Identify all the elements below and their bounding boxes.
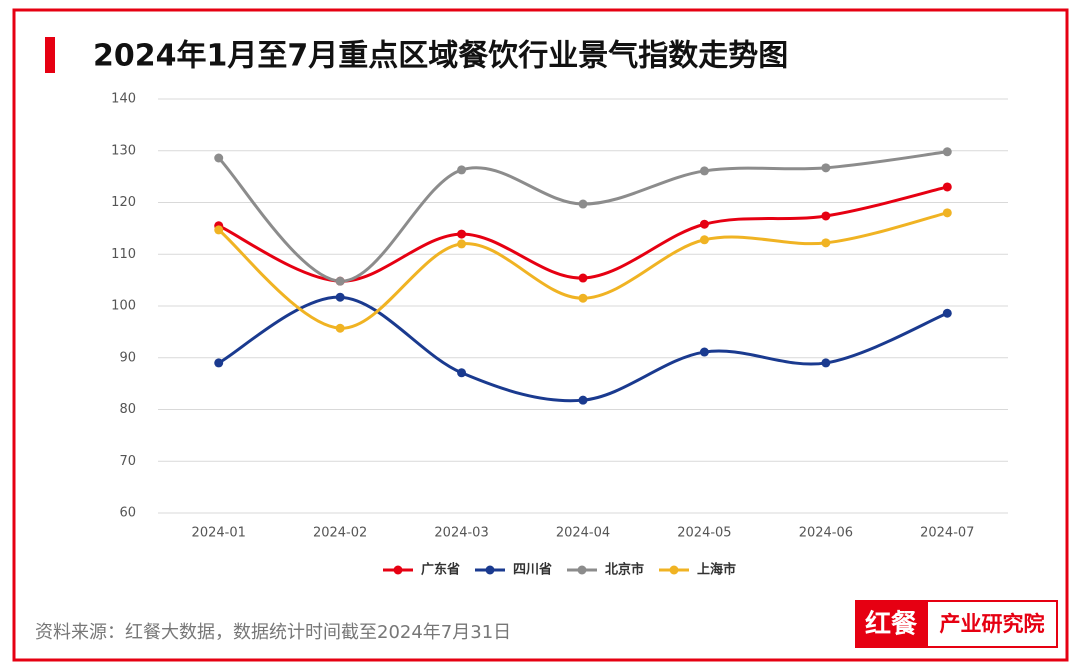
- point: [335, 276, 345, 286]
- point: [942, 182, 952, 192]
- y-tick-label: 90: [119, 350, 136, 365]
- logo-box: [926, 600, 1058, 648]
- legend-label: 北京市: [605, 562, 644, 578]
- point: [335, 292, 345, 302]
- point: [699, 347, 709, 357]
- x-tick-label: 2024-01: [192, 526, 246, 541]
- series-line: [217, 211, 948, 330]
- source: 资料来源：红餐大数据，数据统计时间截至2024年7月31日: [35, 622, 511, 643]
- point: [578, 293, 588, 303]
- point: [699, 235, 709, 245]
- point: [578, 273, 588, 283]
- legend-label: 广东省: [421, 562, 460, 578]
- frame: [12, 8, 1069, 662]
- point: [942, 147, 952, 157]
- x-tick-label: 2024-02: [313, 526, 367, 541]
- point: [942, 308, 952, 318]
- point: [335, 323, 345, 333]
- x-tick-label: 2024-07: [920, 526, 974, 541]
- legend-marker: [577, 565, 587, 575]
- point: [821, 163, 831, 173]
- point: [578, 199, 588, 209]
- series-line: [217, 295, 948, 403]
- logo-brand: 红餐: [865, 609, 918, 640]
- title-bar: [45, 37, 55, 73]
- point: [578, 395, 588, 405]
- point: [457, 165, 467, 175]
- point: [699, 166, 709, 176]
- legend-label: 上海市: [697, 562, 736, 578]
- point: [214, 225, 224, 235]
- point: [942, 208, 952, 218]
- x-tick-label: 2024-04: [556, 526, 610, 541]
- point: [821, 238, 831, 248]
- point: [214, 153, 224, 163]
- y-tick-label: 120: [111, 195, 136, 210]
- y-tick-label: 110: [111, 247, 136, 262]
- logo-unit: 产业研究院: [940, 612, 1045, 636]
- point: [457, 239, 467, 249]
- point: [821, 211, 831, 221]
- legend-marker: [485, 565, 495, 575]
- point: [457, 368, 467, 378]
- point: [699, 219, 709, 229]
- legend-label: 四川省: [513, 562, 552, 578]
- logo-box: [855, 600, 927, 648]
- x-tick-label: 2024-03: [434, 526, 488, 541]
- x-tick-label: 2024-06: [799, 526, 853, 541]
- chart-title: 2024年1月至7月重点区域餐饮行业景气指数走势图: [93, 39, 788, 74]
- point: [821, 358, 831, 368]
- point: [214, 358, 224, 368]
- y-tick-label: 100: [111, 299, 136, 314]
- series-line: [217, 150, 948, 283]
- y-tick-label: 70: [119, 454, 136, 469]
- legend-marker: [669, 565, 679, 575]
- point: [457, 229, 467, 239]
- y-tick-label: 80: [119, 402, 136, 417]
- legend-marker: [393, 565, 403, 575]
- x-tick-label: 2024-05: [677, 526, 731, 541]
- y-tick-label: 140: [111, 92, 136, 107]
- y-tick-label: 60: [119, 506, 136, 521]
- y-tick-label: 130: [111, 143, 136, 158]
